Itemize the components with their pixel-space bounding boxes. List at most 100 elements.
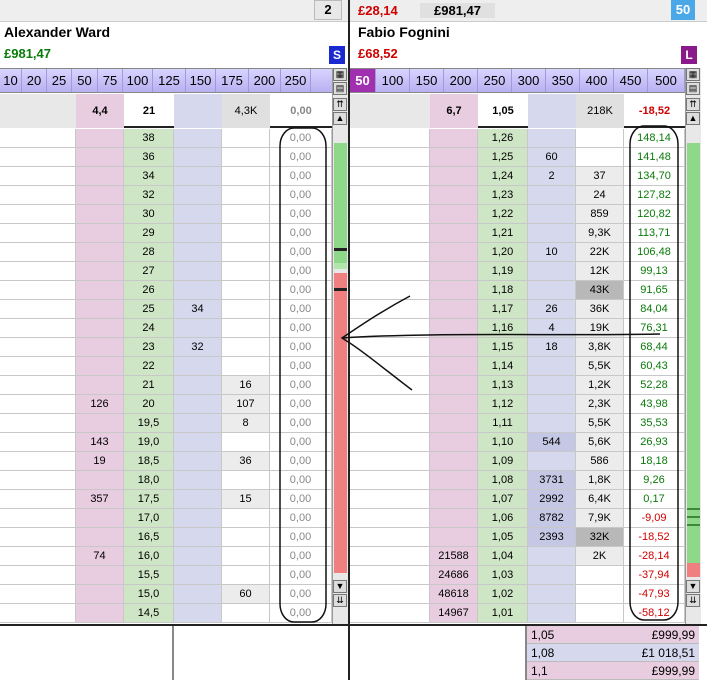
right-back-cell[interactable] (528, 376, 576, 394)
right-vol-cell[interactable]: 24 (576, 186, 624, 204)
right-lay-cell[interactable] (430, 338, 478, 356)
right-pl-cell[interactable]: 99,13 (624, 262, 685, 280)
left-lay-cell[interactable] (76, 148, 124, 166)
left-lay-cell[interactable] (76, 129, 124, 147)
right-lay-cell[interactable] (430, 205, 478, 223)
right-pl-cell[interactable]: 91,65 (624, 281, 685, 299)
right-up-icon[interactable]: ▲ (686, 112, 700, 125)
left-pl-cell[interactable]: 0,00 (270, 547, 332, 565)
left-pl-cell[interactable]: 0,00 (270, 452, 332, 470)
right-pl-cell[interactable]: 141,48 (624, 148, 685, 166)
right-back-cell[interactable] (528, 452, 576, 470)
left-pl-cell[interactable]: 0,00 (270, 528, 332, 546)
left-lay-cell[interactable] (76, 604, 124, 622)
left-back-cell[interactable] (174, 490, 222, 508)
left-vol-cell[interactable] (222, 224, 270, 242)
right-vol-cell[interactable]: 22K (576, 243, 624, 261)
left-bottom-icon[interactable]: ⇊ (333, 594, 347, 607)
right-side-badge[interactable]: L (681, 46, 697, 64)
left-back-cell[interactable] (174, 414, 222, 432)
right-back-cell[interactable] (528, 224, 576, 242)
left-back-cell[interactable] (174, 376, 222, 394)
right-vol-cell[interactable] (576, 148, 624, 166)
right-stake-450[interactable]: 450 (614, 69, 648, 92)
right-back-cell[interactable]: 26 (528, 300, 576, 318)
right-back-cell[interactable] (528, 281, 576, 299)
left-pl-cell[interactable]: 0,00 (270, 167, 332, 185)
right-back-cell[interactable]: 2 (528, 167, 576, 185)
left-vol-cell[interactable] (222, 300, 270, 318)
left-back-cell[interactable] (174, 547, 222, 565)
right-pl-cell[interactable]: -58,12 (624, 604, 685, 622)
right-lay-cell[interactable] (430, 509, 478, 527)
left-back-cell[interactable] (174, 129, 222, 147)
left-stake-175[interactable]: 175 (216, 69, 249, 92)
left-lay-cell[interactable]: 357 (76, 490, 124, 508)
right-back-cell[interactable] (528, 129, 576, 147)
left-back-cell[interactable] (174, 471, 222, 489)
left-lay-cell[interactable] (76, 338, 124, 356)
left-pl-cell[interactable]: 0,00 (270, 262, 332, 280)
left-stake-25[interactable]: 25 (47, 69, 72, 92)
left-side-badge[interactable]: S (329, 46, 345, 64)
right-lay-cell[interactable] (430, 414, 478, 432)
left-back-cell[interactable] (174, 186, 222, 204)
left-pl-cell[interactable]: 0,00 (270, 129, 332, 147)
right-stake-100[interactable]: 100 (376, 69, 410, 92)
left-vol-cell[interactable] (222, 433, 270, 451)
right-lay-cell[interactable] (430, 300, 478, 318)
right-pl-cell[interactable]: 134,70 (624, 167, 685, 185)
left-vol-cell[interactable] (222, 338, 270, 356)
left-lay-cell[interactable] (76, 376, 124, 394)
right-lay-cell[interactable]: 48618 (430, 585, 478, 603)
right-pl-cell[interactable]: 84,04 (624, 300, 685, 318)
left-lay-cell[interactable] (76, 281, 124, 299)
right-bottom-icon[interactable]: ⇊ (686, 594, 700, 607)
right-pl-cell[interactable]: 26,93 (624, 433, 685, 451)
right-back-cell[interactable]: 18 (528, 338, 576, 356)
right-vol-cell[interactable] (576, 566, 624, 584)
right-vol-cell[interactable]: 2,3K (576, 395, 624, 413)
left-vol-cell[interactable] (222, 471, 270, 489)
left-lay-cell[interactable] (76, 509, 124, 527)
left-vol-cell[interactable]: 15 (222, 490, 270, 508)
left-vol-cell[interactable] (222, 566, 270, 584)
left-vol-cell[interactable] (222, 547, 270, 565)
right-stake-150[interactable]: 150 (410, 69, 444, 92)
left-vol-cell[interactable] (222, 129, 270, 147)
right-lay-cell[interactable] (430, 376, 478, 394)
right-lay-cell[interactable] (430, 281, 478, 299)
right-lay-cell[interactable] (430, 490, 478, 508)
right-back-cell[interactable] (528, 395, 576, 413)
right-back-cell[interactable] (528, 585, 576, 603)
left-pl-cell[interactable]: 0,00 (270, 300, 332, 318)
right-lay-cell[interactable] (430, 262, 478, 280)
right-top-icon[interactable]: ⇈ (686, 98, 700, 111)
right-back-cell[interactable]: 10 (528, 243, 576, 261)
right-vol-cell[interactable]: 36K (576, 300, 624, 318)
left-vol-cell[interactable]: 16 (222, 376, 270, 394)
right-back-cell[interactable]: 3731 (528, 471, 576, 489)
left-lay-cell[interactable]: 143 (76, 433, 124, 451)
left-pl-cell[interactable]: 0,00 (270, 243, 332, 261)
right-vol-cell[interactable]: 5,6K (576, 433, 624, 451)
left-pl-cell[interactable]: 0,00 (270, 186, 332, 204)
left-vol-cell[interactable]: 107 (222, 395, 270, 413)
left-pl-cell[interactable]: 0,00 (270, 148, 332, 166)
right-lay-cell[interactable] (430, 129, 478, 147)
left-lay-cell[interactable] (76, 414, 124, 432)
left-back-cell[interactable] (174, 262, 222, 280)
left-pl-cell[interactable]: 0,00 (270, 566, 332, 584)
right-stake-400[interactable]: 400 (580, 69, 614, 92)
left-back-cell[interactable] (174, 452, 222, 470)
left-back-cell[interactable] (174, 566, 222, 584)
left-lay-cell[interactable] (76, 319, 124, 337)
bet-summary-row[interactable]: 1,1 £999,99 (527, 662, 699, 680)
right-pl-cell[interactable]: 9,26 (624, 471, 685, 489)
left-stake-20[interactable]: 20 (22, 69, 47, 92)
left-lay-cell[interactable] (76, 186, 124, 204)
right-vol-cell[interactable]: 586 (576, 452, 624, 470)
left-pl-cell[interactable]: 0,00 (270, 205, 332, 223)
right-chart-icon[interactable]: ▦ (686, 68, 700, 81)
right-lay-cell[interactable] (430, 186, 478, 204)
